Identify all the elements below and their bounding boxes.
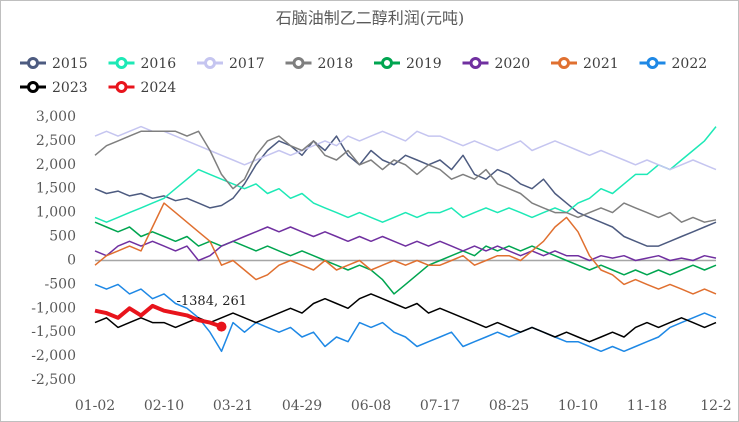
annotation: -1384, 261 [177, 294, 248, 309]
legend-marker [646, 57, 659, 69]
y-tick-label: -2,000 [31, 348, 76, 364]
legend-label: 2018 [318, 56, 354, 72]
y-tick-label: 1,500 [36, 181, 76, 197]
legend-label: 2020 [495, 56, 531, 72]
legend-label: 2022 [672, 56, 708, 72]
x-tick-label: 06-08 [351, 398, 391, 414]
y-tick-label: -500 [45, 276, 76, 292]
series-line [94, 293, 717, 343]
series-line [94, 221, 717, 295]
y-tick-label: 1,000 [36, 205, 76, 221]
y-tick-label: -1,500 [31, 324, 76, 340]
legend-label: 2017 [229, 56, 265, 72]
series-line [94, 303, 223, 329]
legend-marker [115, 57, 128, 69]
x-tick-label: 12-2 [700, 398, 731, 414]
end-marker [216, 321, 227, 332]
series-line [94, 130, 717, 223]
legend-label: 2016 [141, 56, 177, 72]
x-tick-label: 07-17 [420, 398, 460, 414]
y-tick-label: 3,000 [36, 109, 76, 125]
legend-label: 2024 [141, 80, 177, 96]
x-tick-label: 11-18 [627, 398, 667, 414]
x-tick-label: 01-02 [75, 398, 115, 414]
x-tick-label: 03-21 [213, 398, 253, 414]
x-tick-label: 04-29 [282, 398, 322, 414]
legend-label: 2019 [406, 56, 442, 72]
legend-marker [115, 81, 128, 93]
legend-marker [292, 57, 305, 69]
y-tick-label: 2,000 [36, 157, 76, 173]
y-tick-label: 500 [49, 229, 76, 245]
legend-label: 2015 [52, 56, 88, 72]
x-tick-label: 08-25 [489, 398, 529, 414]
legend-marker [558, 57, 570, 69]
chart-title: 石脑油制乙二醇利润(元吨) [276, 9, 465, 28]
series-line [94, 202, 717, 295]
legend-label: 2021 [583, 56, 619, 72]
y-tick-label: -2,500 [31, 372, 76, 388]
series-line [94, 125, 717, 171]
legend-marker [27, 57, 39, 69]
legend-label: 2023 [52, 80, 88, 96]
legend-marker [204, 57, 216, 69]
legend-marker [469, 57, 482, 69]
series-line [94, 226, 717, 262]
series-line [94, 126, 717, 223]
legend-marker [27, 81, 39, 93]
x-tick-label: 02-10 [144, 398, 184, 414]
x-tick-label: 10-10 [558, 398, 598, 414]
legend-marker [381, 57, 393, 69]
y-tick-label: 0 [67, 252, 76, 268]
y-tick-label: 2,500 [36, 133, 76, 149]
y-tick-label: -1,000 [31, 300, 76, 316]
series-line [94, 135, 717, 247]
